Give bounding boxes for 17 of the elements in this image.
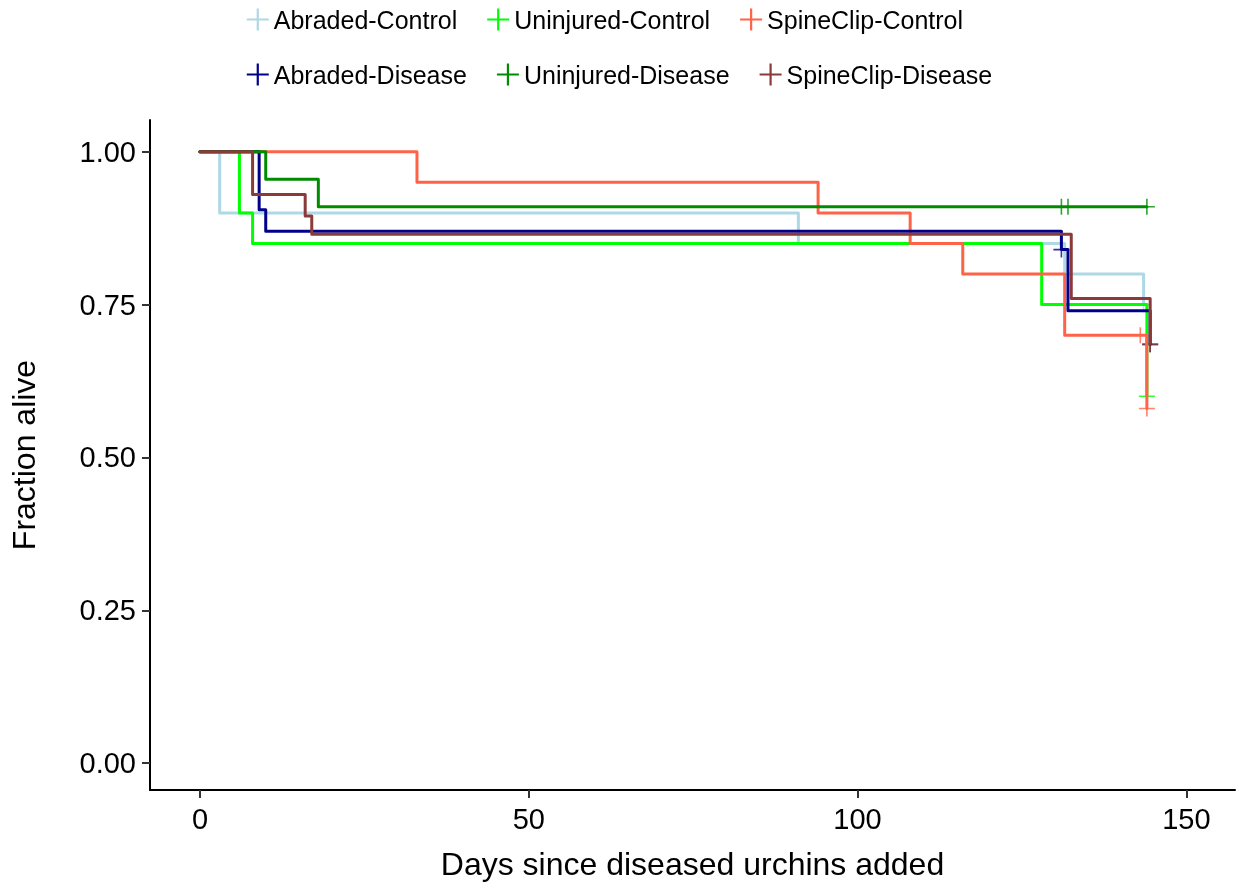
y-tick-label: 0.00 bbox=[79, 747, 136, 780]
x-tick-label: 100 bbox=[833, 802, 882, 835]
legend-label: Uninjured-Control bbox=[514, 5, 711, 34]
x-axis-title: Days since diseased urchins added bbox=[440, 846, 945, 882]
legend-label: Uninjured-Disease bbox=[523, 60, 730, 89]
y-tick-label: 0.75 bbox=[79, 288, 136, 321]
y-axis-title: Fraction alive bbox=[6, 359, 42, 551]
legend-label: Abraded-Control bbox=[273, 5, 458, 34]
legend-label: Abraded-Disease bbox=[273, 60, 467, 89]
legend-label: SpineClip-Control bbox=[767, 5, 964, 34]
x-tick-label: 50 bbox=[512, 802, 545, 835]
legend-label: SpineClip-Disease bbox=[786, 60, 993, 89]
x-tick-label: 0 bbox=[191, 802, 209, 835]
y-tick-label: 0.25 bbox=[79, 594, 136, 627]
y-tick-label: 1.00 bbox=[79, 135, 136, 168]
y-tick-label: 0.50 bbox=[79, 441, 136, 474]
x-tick-label: 150 bbox=[1162, 802, 1211, 835]
